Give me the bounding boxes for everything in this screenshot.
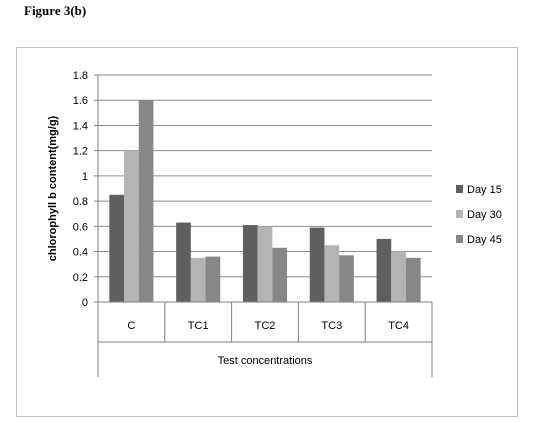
- y-axis-title: chlorophyll b content(mg/g): [47, 115, 59, 261]
- bar: [391, 251, 406, 302]
- y-tick-label: 1.2: [73, 146, 88, 158]
- y-tick-label: 1.8: [73, 70, 88, 82]
- y-tick-label: 1.6: [73, 95, 88, 107]
- bar-chart: 0 0.2 0.4 0.6 0.8 1 1.2 1.4 1.6 1.8 C TC1 TC2 TC3 TC4…: [16, 47, 518, 417]
- bar: [324, 245, 340, 302]
- bar: [138, 100, 154, 302]
- bar: [242, 225, 258, 302]
- legend-swatch: [456, 210, 463, 218]
- legend-swatch: [456, 235, 463, 243]
- y-tick-label: 0.6: [73, 221, 88, 233]
- bar: [376, 238, 392, 302]
- x-axis-title: Test concentrations: [218, 355, 313, 367]
- bar: [339, 255, 354, 302]
- bar: [109, 194, 125, 302]
- y-tick-label: 0.2: [73, 272, 88, 284]
- y-tick-label: 1.4: [73, 120, 88, 132]
- y-tick-labels: 0 0.2 0.4 0.6 0.8 1 1.2 1.4 1.6 1.8: [73, 70, 88, 309]
- bars: [109, 100, 421, 302]
- x-category-label: TC1: [188, 320, 209, 332]
- bar: [176, 222, 191, 302]
- bar: [405, 257, 421, 302]
- y-tick-label: 0.8: [73, 196, 88, 208]
- x-category-label: TC3: [321, 320, 342, 332]
- bar: [309, 227, 325, 302]
- bar: [190, 257, 206, 302]
- x-category-label: TC2: [255, 320, 276, 332]
- legend-label: Day 30: [467, 209, 502, 221]
- chart-container: 0 0.2 0.4 0.6 0.8 1 1.2 1.4 1.6 1.8 C TC1 TC2 TC3 TC4…: [16, 47, 518, 417]
- axes: [97, 75, 433, 377]
- x-category-label: C: [127, 320, 135, 332]
- bar: [272, 247, 288, 302]
- y-tick-label: 0.4: [73, 247, 88, 259]
- legend-label: Day 15: [467, 184, 502, 196]
- x-category-labels: C TC1 TC2 TC3 TC4: [127, 320, 409, 332]
- y-tick-label: 0: [82, 297, 88, 309]
- legend-label: Day 45: [467, 234, 502, 246]
- legend-swatch: [456, 185, 463, 193]
- bar: [205, 256, 221, 302]
- bar: [124, 150, 139, 302]
- legend: Day 15 Day 30 Day 45: [456, 184, 502, 246]
- gridlines: [94, 74, 432, 303]
- figure-label: Figure 3(b): [24, 3, 87, 18]
- x-category-label: TC4: [388, 320, 409, 332]
- y-tick-label: 1: [82, 171, 88, 183]
- bar: [257, 226, 273, 302]
